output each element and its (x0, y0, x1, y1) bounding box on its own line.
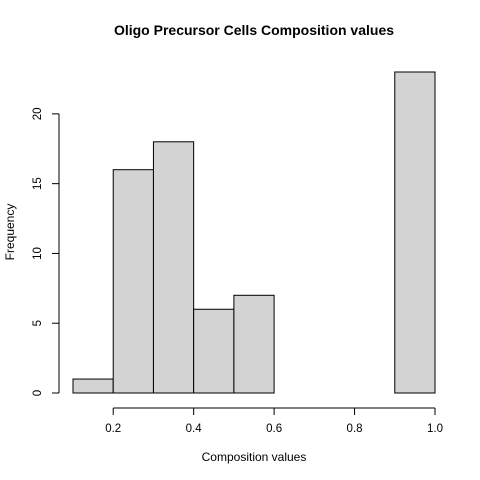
histogram-bar-8 (394, 71, 436, 394)
x-axis-label: Composition values (202, 450, 307, 464)
chart-title: Oligo Precursor Cells Composition values (114, 22, 394, 38)
y-axis-label: Frequency (3, 204, 17, 261)
histogram-bar-3 (193, 308, 235, 394)
y-tick-label: 0 (32, 390, 44, 396)
y-tick-label: 15 (32, 177, 44, 190)
bars-group (72, 71, 436, 394)
x-tick-label: 0.8 (347, 423, 363, 435)
y-axis: 0 5 10 15 20 (32, 107, 60, 396)
y-tick-label: 5 (32, 320, 44, 326)
x-tick-label: 0.4 (186, 423, 203, 435)
histogram-bar-2 (152, 141, 195, 394)
x-tick-label: 0.2 (105, 423, 121, 435)
x-axis: 0.2 0.4 0.6 0.8 1.0 (105, 407, 443, 435)
y-tick-label: 20 (32, 107, 44, 120)
y-tick-label: 10 (32, 247, 44, 260)
histogram-bar-0 (72, 378, 114, 394)
histogram-bar-4 (233, 294, 275, 394)
x-tick-label: 0.6 (266, 423, 282, 435)
histogram-bar-1 (112, 169, 154, 394)
x-tick-label: 1.0 (427, 423, 443, 435)
